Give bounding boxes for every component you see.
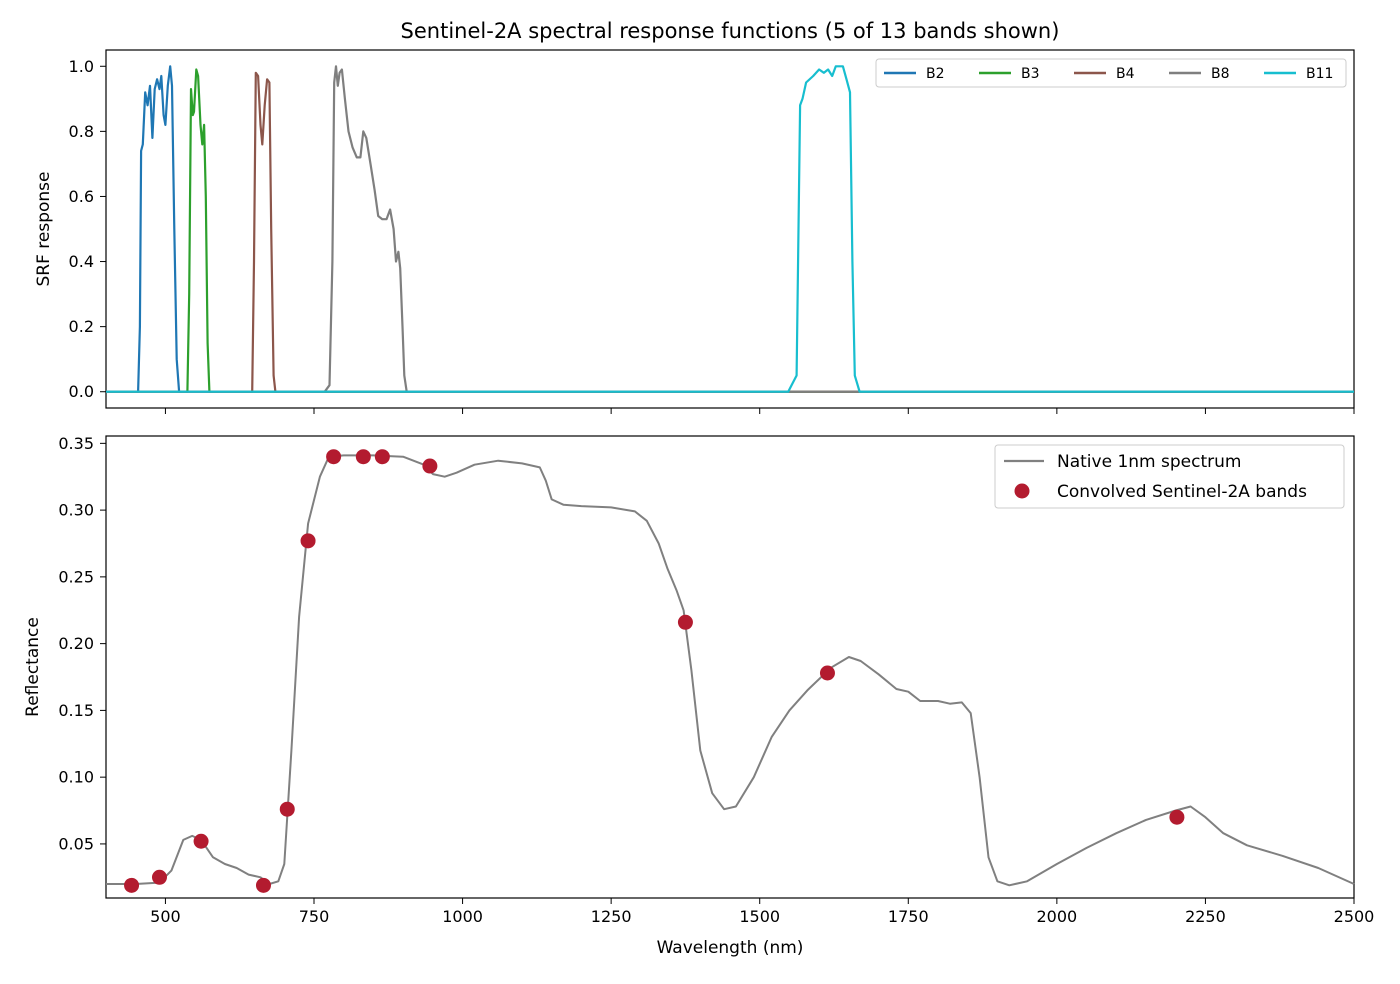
- band-point: [326, 449, 342, 465]
- band-point: [422, 458, 438, 474]
- legend-label-b4: B4: [1116, 66, 1135, 82]
- band-point: [677, 614, 693, 630]
- srf-series: [106, 65, 1354, 393]
- band-point: [819, 665, 835, 681]
- reflectance-y-tick-label: 0.15: [58, 701, 94, 720]
- srf-y-axis-label: SRF response: [34, 172, 54, 287]
- srf-plot: 0.0 0.2 0.4 0.6 0.8 1.0 SRF response B2 B3 B4 B8…: [34, 49, 1355, 414]
- srf-series-b4-line: [106, 71, 1354, 393]
- reflectance-x-tick-label: 2250: [1185, 907, 1226, 926]
- reflectance-legend: Native 1nm spectrum Convolved Sentinel-2A…: [994, 444, 1345, 509]
- reflectance-y-axis-label: Reflectance: [23, 617, 43, 717]
- srf-y-ticks: 0.0 0.2 0.4 0.6 0.8 1.0: [69, 57, 106, 401]
- reflectance-y-tick-label: 0.10: [58, 768, 94, 787]
- reflectance-x-ticks: 500 750 1000 1250 1500 1750 2000 2250 2500: [150, 898, 1374, 926]
- band-point: [255, 877, 271, 893]
- reflectance-y-ticks: 0.05 0.10 0.15 0.20 0.25 0.30 0.35: [58, 434, 106, 853]
- band-point: [300, 533, 316, 549]
- reflectance-x-tick-label: 1500: [739, 907, 780, 926]
- reflectance-series: [106, 449, 1355, 893]
- legend-label-b8: B8: [1211, 66, 1230, 82]
- reflectance-y-tick-label: 0.30: [58, 501, 94, 520]
- reflectance-series-native-1nm-spectrum-line: [106, 454, 1355, 887]
- legend-swatch-bands: [1014, 483, 1030, 499]
- reflectance-x-tick-label: 500: [150, 907, 181, 926]
- srf-legend-box: [875, 58, 1347, 88]
- band-point: [279, 801, 295, 817]
- legend-label-b11: B11: [1306, 66, 1333, 82]
- reflectance-x-tick-label: 2500: [1334, 907, 1375, 926]
- band-point: [374, 449, 390, 465]
- srf-series-b3-line: [106, 68, 1354, 393]
- legend-label-native-1nm-spectrum: Native 1nm spectrum: [1057, 452, 1241, 472]
- x-axis-label: Wavelength (nm): [657, 938, 804, 958]
- srf-x-ticks: [164, 408, 1355, 414]
- srf-legend: B2 B3 B4 B8 B11: [875, 58, 1347, 88]
- band-point: [355, 449, 371, 465]
- legend-label-b3: B3: [1021, 66, 1040, 82]
- srf-plot-frame: [105, 49, 1355, 409]
- reflectance-y-tick-label: 0.25: [58, 567, 94, 586]
- reflectance-plot-frame: [105, 435, 1355, 899]
- legend-label-convolved-sentinel-2a-bands: Convolved Sentinel-2A bands: [1057, 482, 1307, 502]
- srf-y-tick-label: 0.2: [69, 317, 94, 336]
- reflectance-x-tick-label: 2000: [1036, 907, 1077, 926]
- band-point: [124, 877, 140, 893]
- chart-title: Sentinel-2A spectral response functions …: [401, 19, 1060, 43]
- band-point: [1169, 809, 1185, 825]
- reflectance-y-tick-label: 0.35: [58, 434, 94, 453]
- srf-series-b2-line: [106, 65, 1354, 393]
- srf-y-tick-label: 1.0: [69, 57, 94, 76]
- srf-series-b8-line: [106, 65, 1354, 393]
- band-point: [151, 869, 167, 885]
- reflectance-x-tick-label: 750: [299, 907, 330, 926]
- reflectance-y-tick-label: 0.05: [58, 834, 94, 853]
- legend-label-b2: B2: [926, 66, 945, 82]
- reflectance-x-tick-label: 1000: [442, 907, 483, 926]
- srf-y-tick-label: 0.0: [69, 382, 94, 401]
- reflectance-x-tick-label: 1250: [591, 907, 632, 926]
- reflectance-legend-box: [994, 444, 1345, 509]
- reflectance-plot: 500 750 1000 1250 1500 1750 2000 2250 2500 0.050…: [23, 434, 1374, 958]
- reflectance-y-tick-label: 0.20: [58, 634, 94, 653]
- reflectance-x-tick-label: 1750: [888, 907, 929, 926]
- srf-y-tick-label: 0.6: [69, 187, 94, 206]
- srf-y-tick-label: 0.4: [69, 252, 94, 271]
- srf-y-tick-label: 0.8: [69, 122, 94, 141]
- srf-series-b11-line: [106, 65, 1354, 393]
- band-point: [193, 833, 209, 849]
